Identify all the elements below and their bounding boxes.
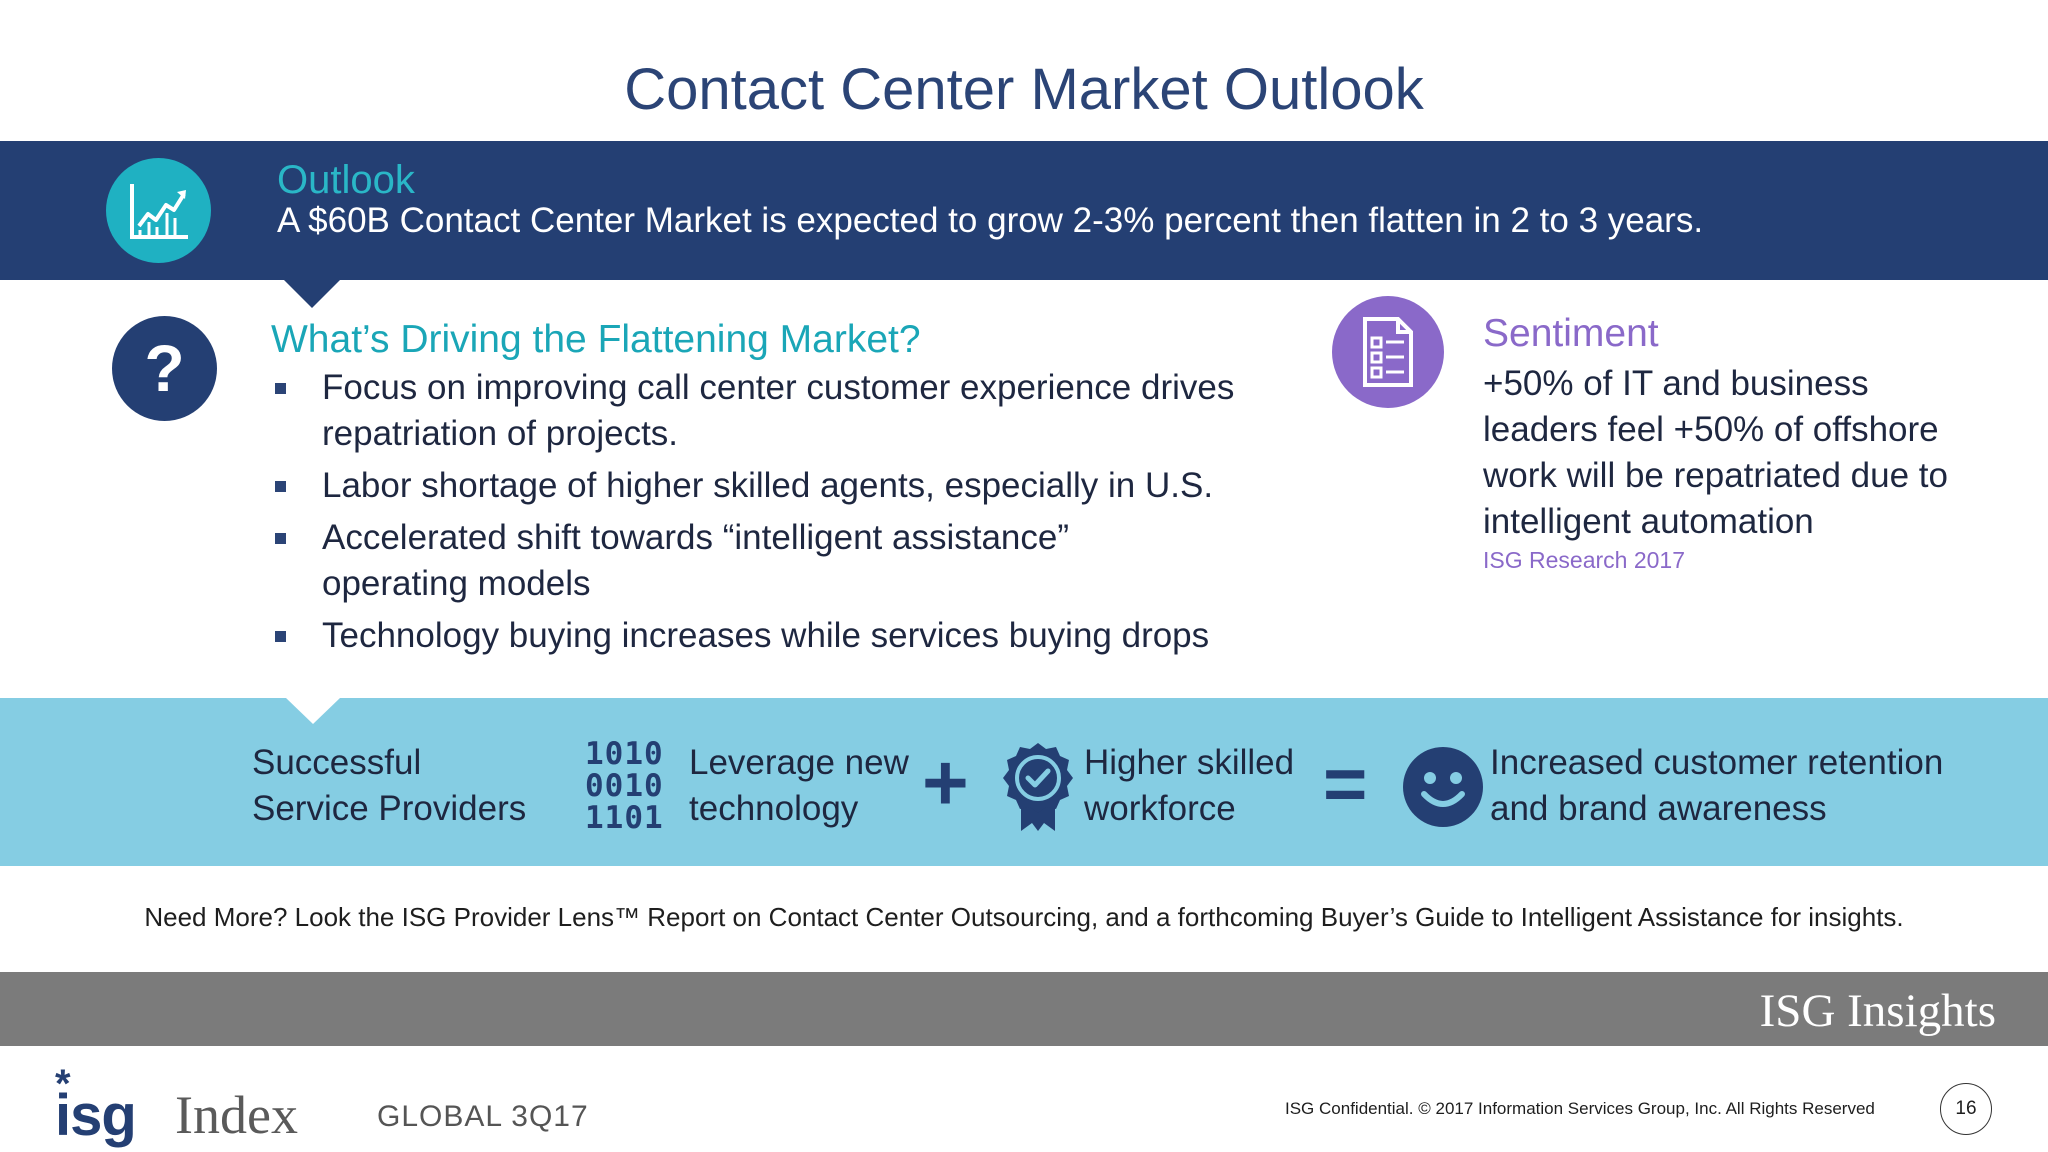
sentiment-source: ISG Research 2017 bbox=[1483, 547, 1686, 573]
driver-item: Accelerated shift towards “intelligent a… bbox=[270, 515, 1270, 607]
slide-title: Contact Center Market Outlook bbox=[624, 57, 1424, 122]
index-logo: Index bbox=[175, 1085, 298, 1145]
workforce-label: Higher skilled workforce bbox=[1084, 743, 1295, 828]
survey-document-icon bbox=[1332, 296, 1444, 408]
award-badge-icon bbox=[1001, 741, 1075, 838]
result-label: Increased customer retention and brand a… bbox=[1490, 743, 1944, 828]
sentiment-heading: Sentiment bbox=[1483, 312, 1659, 355]
drivers-heading: What’s Driving the Flattening Market? bbox=[271, 318, 921, 361]
binary-code-icon: 1010 0010 1101 bbox=[585, 736, 664, 836]
equation-pointer bbox=[286, 698, 340, 724]
smiley-face-icon bbox=[1402, 746, 1484, 833]
drivers-list: Focus on improving call center customer … bbox=[270, 365, 1270, 665]
sentiment-text: +50% of IT and business leaders feel +50… bbox=[1483, 364, 1948, 541]
technology-label: Leverage new technology bbox=[689, 743, 909, 828]
outlook-text: A $60B Contact Center Market is expected… bbox=[277, 201, 1704, 240]
outlook-heading: Outlook bbox=[277, 158, 415, 202]
outlook-banner bbox=[0, 141, 2048, 280]
outlook-pointer bbox=[283, 279, 341, 308]
bullet-icon bbox=[275, 533, 286, 544]
question-mark-icon: ? bbox=[112, 316, 217, 421]
bullet-icon bbox=[275, 631, 286, 642]
driver-item: Technology buying increases while servic… bbox=[270, 613, 1270, 659]
bullet-icon bbox=[275, 383, 286, 394]
confidential-notice: ISG Confidential. © 2017 Information Ser… bbox=[1285, 1099, 1875, 1118]
isg-logo: isg bbox=[55, 1083, 137, 1148]
need-more-note: Need More? Look the ISG Provider Lens™ R… bbox=[144, 902, 1904, 932]
insights-bar bbox=[0, 972, 2048, 1046]
plus-sign: + bbox=[922, 738, 969, 827]
trend-chart-icon bbox=[106, 158, 211, 263]
edition-label: GLOBAL 3Q17 bbox=[377, 1100, 589, 1133]
isg-insights-logo: ISG Insights bbox=[1759, 985, 1996, 1037]
bullet-icon bbox=[275, 481, 286, 492]
asterisk-icon: * bbox=[55, 1062, 71, 1106]
providers-label: Successful Service Providers bbox=[252, 743, 527, 828]
driver-item: Labor shortage of higher skilled agents,… bbox=[270, 463, 1270, 509]
driver-item: Focus on improving call center customer … bbox=[270, 365, 1270, 457]
page-number: 16 bbox=[1940, 1083, 1992, 1135]
equals-sign: = bbox=[1323, 742, 1368, 827]
